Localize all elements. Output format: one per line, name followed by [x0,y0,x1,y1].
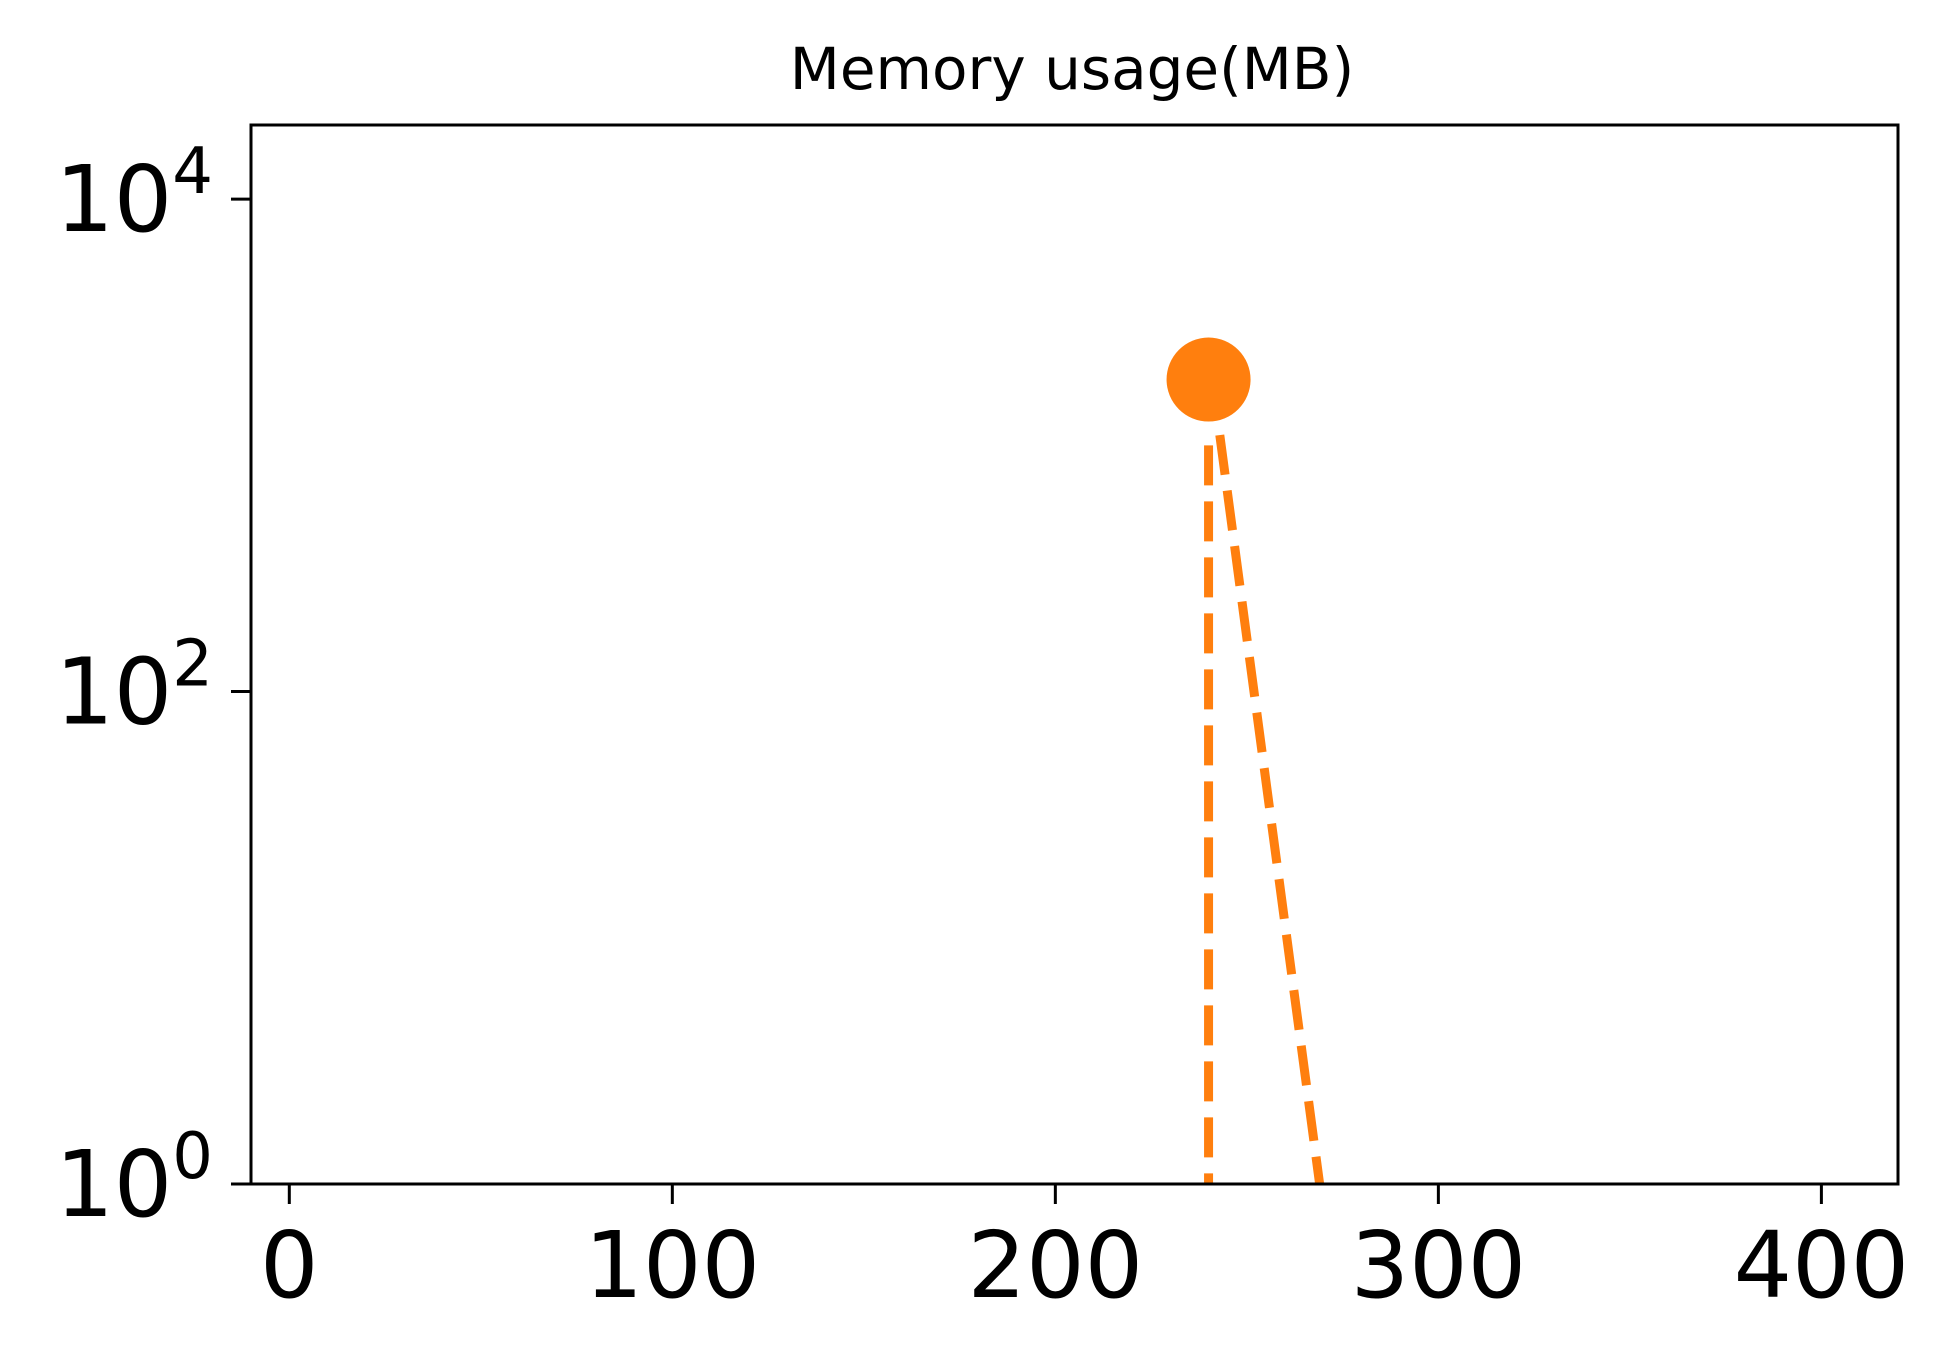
y-tick-exponent: 2 [172,628,213,702]
y-tick-label-1: 100 [55,1120,213,1238]
y-tick-base: 10 [55,1131,172,1238]
x-tick-label-300: 300 [1351,1212,1527,1319]
dashed-line-2 [1207,378,1325,1185]
x-tick-label-200: 200 [968,1212,1144,1319]
x-tick-label-100: 100 [585,1212,761,1319]
x-tick-label-0: 0 [260,1212,319,1319]
y-tick-exponent: 4 [172,135,213,209]
chart-title: Memory usage(MB) [790,35,1354,103]
x-axis: 0 100 200 300 400 [260,1184,1909,1319]
y-tick-label-100: 102 [55,628,213,746]
x-tick-label-400: 400 [1734,1212,1910,1319]
plot-frame [249,123,1900,1186]
y-tick-base: 10 [55,146,172,253]
y-tick-label-10000: 104 [55,135,213,253]
y-tick-exponent: 0 [172,1120,213,1194]
data-point-marker [1166,337,1251,422]
y-tick-base: 10 [55,639,172,746]
